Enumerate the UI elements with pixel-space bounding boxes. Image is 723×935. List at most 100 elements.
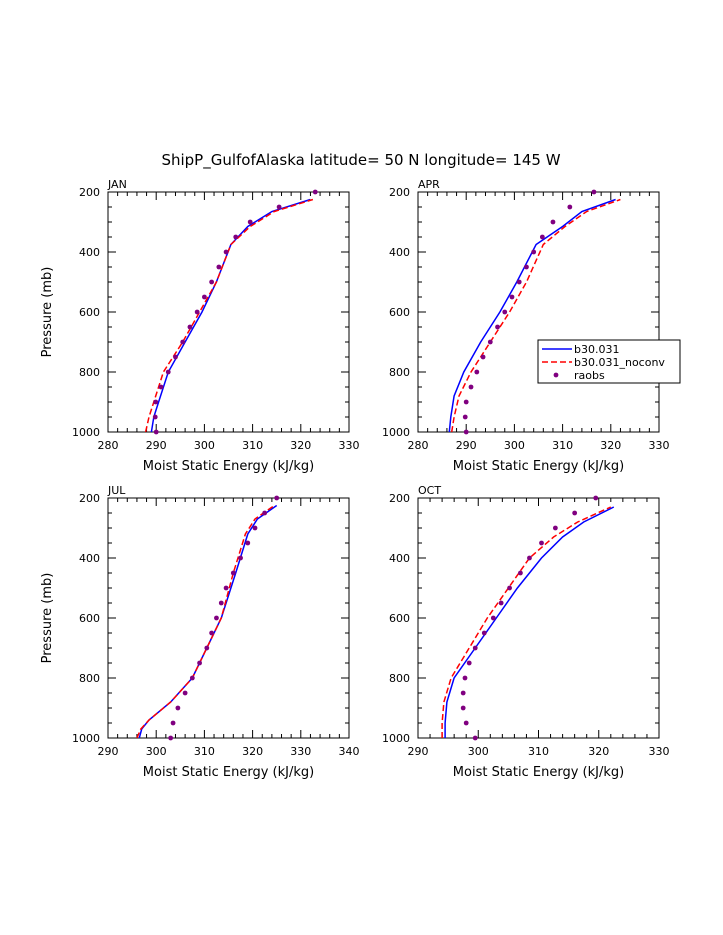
x-tick-label: 290	[146, 439, 167, 452]
raobs-point	[274, 495, 280, 501]
x-tick-label: 300	[468, 745, 489, 758]
raobs-point	[247, 219, 253, 225]
series-b30-031-line	[138, 504, 278, 738]
x-axis-label: Moist Static Energy (kJ/kg)	[143, 765, 314, 780]
raobs-point	[567, 204, 573, 210]
raobs-point	[463, 720, 469, 726]
y-tick-label: 400	[389, 552, 410, 565]
x-tick-label: 290	[408, 745, 429, 758]
x-tick-label: 280	[408, 439, 429, 452]
raobs-point	[593, 495, 599, 501]
raobs-point	[204, 645, 210, 651]
raobs-point	[312, 189, 318, 195]
raobs-point	[463, 429, 469, 435]
y-tick-label: 400	[79, 246, 100, 259]
y-tick-label: 1000	[382, 426, 410, 439]
y-tick-label: 1000	[382, 732, 410, 745]
raobs-point	[209, 630, 215, 636]
raobs-point	[462, 414, 468, 420]
panel-title: APR	[418, 178, 440, 191]
series-b30-031-noconv-line	[450, 198, 621, 432]
raobs-point	[531, 249, 537, 255]
raobs-point	[189, 675, 195, 681]
x-tick-label: 310	[242, 439, 263, 452]
x-tick-label: 330	[290, 745, 311, 758]
raobs-point	[245, 540, 251, 546]
raobs-point	[158, 384, 164, 390]
series-b30-031-line	[150, 198, 311, 432]
raobs-point	[170, 720, 176, 726]
x-tick-label: 300	[146, 745, 167, 758]
raobs-point	[238, 555, 243, 561]
raobs-point	[487, 339, 493, 345]
y-tick-label: 400	[389, 246, 410, 259]
raobs-point	[202, 294, 207, 300]
y-axis-label: Pressure (mb)	[40, 573, 55, 664]
raobs-point	[462, 675, 468, 681]
series-b30-031-noconv-line	[144, 198, 314, 432]
plot-frame	[107, 497, 350, 739]
raobs-point	[460, 690, 466, 696]
raobs-point	[197, 660, 202, 666]
panel-jul: JUL 290 300 310 320 330 340 200 400 600 800 1000 Moi…	[40, 484, 360, 780]
raobs-point	[230, 570, 236, 576]
raobs-point	[498, 600, 504, 606]
raobs-point	[472, 735, 478, 741]
raobs-point	[509, 294, 515, 300]
raobs-point	[187, 324, 193, 330]
raobs-point	[262, 510, 268, 516]
raobs-point	[539, 540, 544, 546]
x-tick-label: 290	[456, 439, 477, 452]
y-tick-label: 800	[79, 672, 100, 685]
y-axis-label: Pressure (mb)	[40, 267, 55, 358]
raobs-point	[165, 369, 171, 375]
raobs-point	[153, 399, 159, 405]
plot-frame	[417, 497, 660, 739]
raobs-point	[153, 429, 159, 435]
legend-marker-raobs	[553, 372, 559, 378]
raobs-point	[495, 324, 500, 330]
series-b30-031-line	[448, 198, 616, 432]
raobs-point	[472, 645, 478, 651]
raobs-point	[572, 510, 578, 516]
x-tick-label: 310	[528, 745, 549, 758]
y-tick-label: 800	[389, 672, 410, 685]
panel-title: OCT	[418, 484, 441, 497]
x-tick-label: 280	[98, 439, 119, 452]
y-tick-label: 400	[79, 552, 100, 565]
figure-title: ShipP_GulfofAlaska latitude= 50 N longit…	[161, 151, 560, 170]
y-tick-label: 800	[79, 366, 100, 379]
x-tick-label: 300	[504, 439, 525, 452]
raobs-point	[182, 690, 188, 696]
raobs-point	[223, 249, 229, 255]
y-tick-label: 600	[79, 306, 100, 319]
raobs-point	[527, 555, 532, 561]
series-b30-031-line	[444, 506, 615, 738]
x-tick-label: 330	[649, 745, 670, 758]
series-b30-031-noconv-line	[441, 506, 612, 738]
raobs-point	[518, 570, 523, 576]
y-tick-label: 1000	[72, 732, 100, 745]
legend-label: b30.031_noconv	[574, 356, 665, 369]
raobs-point	[173, 354, 178, 360]
raobs-point	[252, 525, 258, 531]
raobs-point	[481, 630, 487, 636]
plot-frame	[107, 191, 350, 433]
x-tick-label: 330	[649, 439, 670, 452]
raobs-point	[168, 735, 174, 741]
raobs-point	[180, 339, 186, 345]
panel-title: JAN	[107, 178, 127, 191]
raobs-point	[474, 369, 480, 375]
raobs-point	[463, 399, 469, 405]
raobs-point	[223, 585, 229, 591]
y-tick-label: 600	[79, 612, 100, 625]
y-tick-label: 600	[389, 306, 410, 319]
series-b30-031-noconv-line	[136, 504, 275, 738]
y-tick-label: 800	[389, 366, 410, 379]
raobs-point	[466, 660, 472, 666]
raobs-point	[194, 309, 200, 315]
x-axis-label: Moist Static Energy (kJ/kg)	[143, 459, 314, 474]
raobs-point	[214, 615, 219, 621]
raobs-point	[552, 525, 558, 531]
